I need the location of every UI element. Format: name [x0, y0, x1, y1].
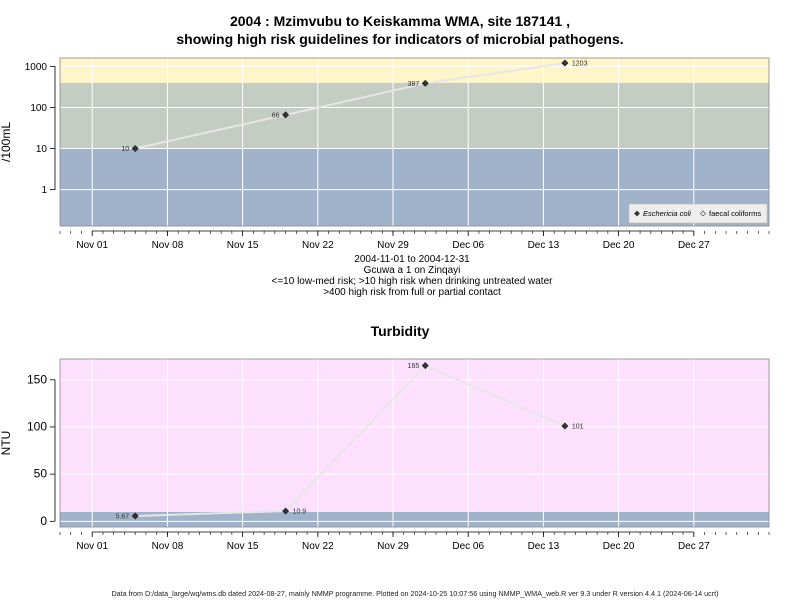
y-tick-label-0: 1 — [41, 185, 47, 196]
risk-band-2 — [60, 58, 769, 83]
chart-legend: Eschericia coli faecal coliforms — [628, 203, 768, 224]
x-tick-label-5: Dec 06 — [452, 541, 484, 552]
risk-guideline-contact-text: >400 high risk from full or partial cont… — [323, 287, 501, 298]
x-tick-label-6: Dec 13 — [528, 240, 560, 250]
data-point-2 — [421, 79, 429, 87]
data-point-0 — [131, 512, 139, 520]
legend-label-1: faecal coliforms — [709, 209, 761, 218]
turbidity-chart: Nov 01 Nov 08 Nov 15 Nov 22 Nov 29 Dec 06 Dec … — [0, 358, 770, 552]
x-tick-label-7: Dec 20 — [603, 240, 635, 250]
y-tick-label-1: 10 — [36, 144, 48, 155]
x-tick-label-2: Nov 15 — [227, 240, 259, 250]
data-point-3 — [561, 59, 569, 67]
y-tick-label-3: 1000 — [25, 62, 48, 73]
y-tick-label-1: 50 — [34, 467, 48, 481]
legend-marker-0 — [634, 210, 640, 217]
data-label-0: 10 — [121, 146, 129, 153]
legend-marker-1 — [700, 210, 706, 217]
y-tick-label-2: 100 — [27, 419, 47, 433]
data-label-2: 165 — [408, 363, 420, 370]
page-title-line-2: showing high risk guidelines for indicat… — [176, 31, 624, 47]
x-tick-label-1: Nov 08 — [152, 541, 184, 552]
legend-box — [628, 203, 768, 224]
x-tick-label-2: Nov 15 — [227, 541, 259, 552]
y-axis-title: NTU — [0, 431, 13, 456]
data-point-2 — [421, 362, 429, 370]
x-tick-label-0: Nov 01 — [76, 240, 108, 250]
data-label-1: 66 — [272, 112, 280, 119]
x-tick-label-5: Dec 06 — [452, 240, 484, 250]
data-point-1 — [282, 507, 290, 515]
y-tick-label-0: 0 — [40, 514, 47, 528]
data-label-3: 101 — [572, 424, 584, 431]
data-point-0 — [131, 144, 139, 153]
page-title-line-1: 2004 : Mzimvubu to Keiskamma WMA, site 1… — [229, 13, 570, 29]
risk-band-1 — [60, 359, 769, 512]
data-point-1 — [282, 111, 290, 119]
x-tick-label-1: Nov 08 — [152, 240, 184, 250]
date-range-text: 2004-11-01 to 2004-12-31 — [354, 254, 470, 265]
x-tick-label-7: Dec 20 — [603, 541, 635, 552]
x-tick-label-3: Nov 22 — [302, 541, 334, 552]
x-tick-label-8: Dec 27 — [678, 240, 710, 250]
x-tick-label-0: Nov 01 — [76, 541, 108, 552]
risk-band-1 — [60, 82, 769, 149]
x-tick-label-4: Nov 29 — [377, 240, 409, 250]
data-point-3 — [561, 422, 569, 430]
series-line-0 — [135, 364, 566, 517]
data-label-1: 10.9 — [293, 509, 307, 516]
legend-label-0: Eschericia coli — [643, 209, 691, 218]
footer-note: Data from D:/data_large/wq/wms.db dated … — [111, 589, 719, 598]
data-label-2: 387 — [408, 81, 420, 88]
y-axis-title: /100mL — [0, 122, 13, 162]
ecoli-chart: Nov 01 Nov 08 Nov 15 Nov 22 Nov 29 Dec 06 Dec … — [0, 57, 770, 250]
risk-guideline-drinking-text: <=10 low-med risk; >10 high risk when dr… — [271, 276, 553, 287]
site-description-text: Gcuwa a 1 on Zinqayi — [363, 265, 461, 276]
data-label-3: 1203 — [572, 61, 588, 68]
y-tick-label-3: 150 — [27, 372, 47, 386]
series-line-0 — [134, 62, 566, 150]
x-tick-label-3: Nov 22 — [302, 240, 334, 250]
plot-frame — [59, 358, 770, 528]
plot-frame — [59, 57, 770, 227]
turbidity-title: Turbidity — [370, 323, 430, 339]
x-tick-label-4: Nov 29 — [377, 541, 409, 552]
x-tick-label-6: Dec 13 — [528, 541, 560, 552]
risk-band-0 — [60, 511, 769, 527]
y-tick-label-2: 100 — [30, 103, 47, 114]
x-tick-label-8: Dec 27 — [678, 541, 710, 552]
data-label-0: 5.67 — [116, 513, 130, 520]
